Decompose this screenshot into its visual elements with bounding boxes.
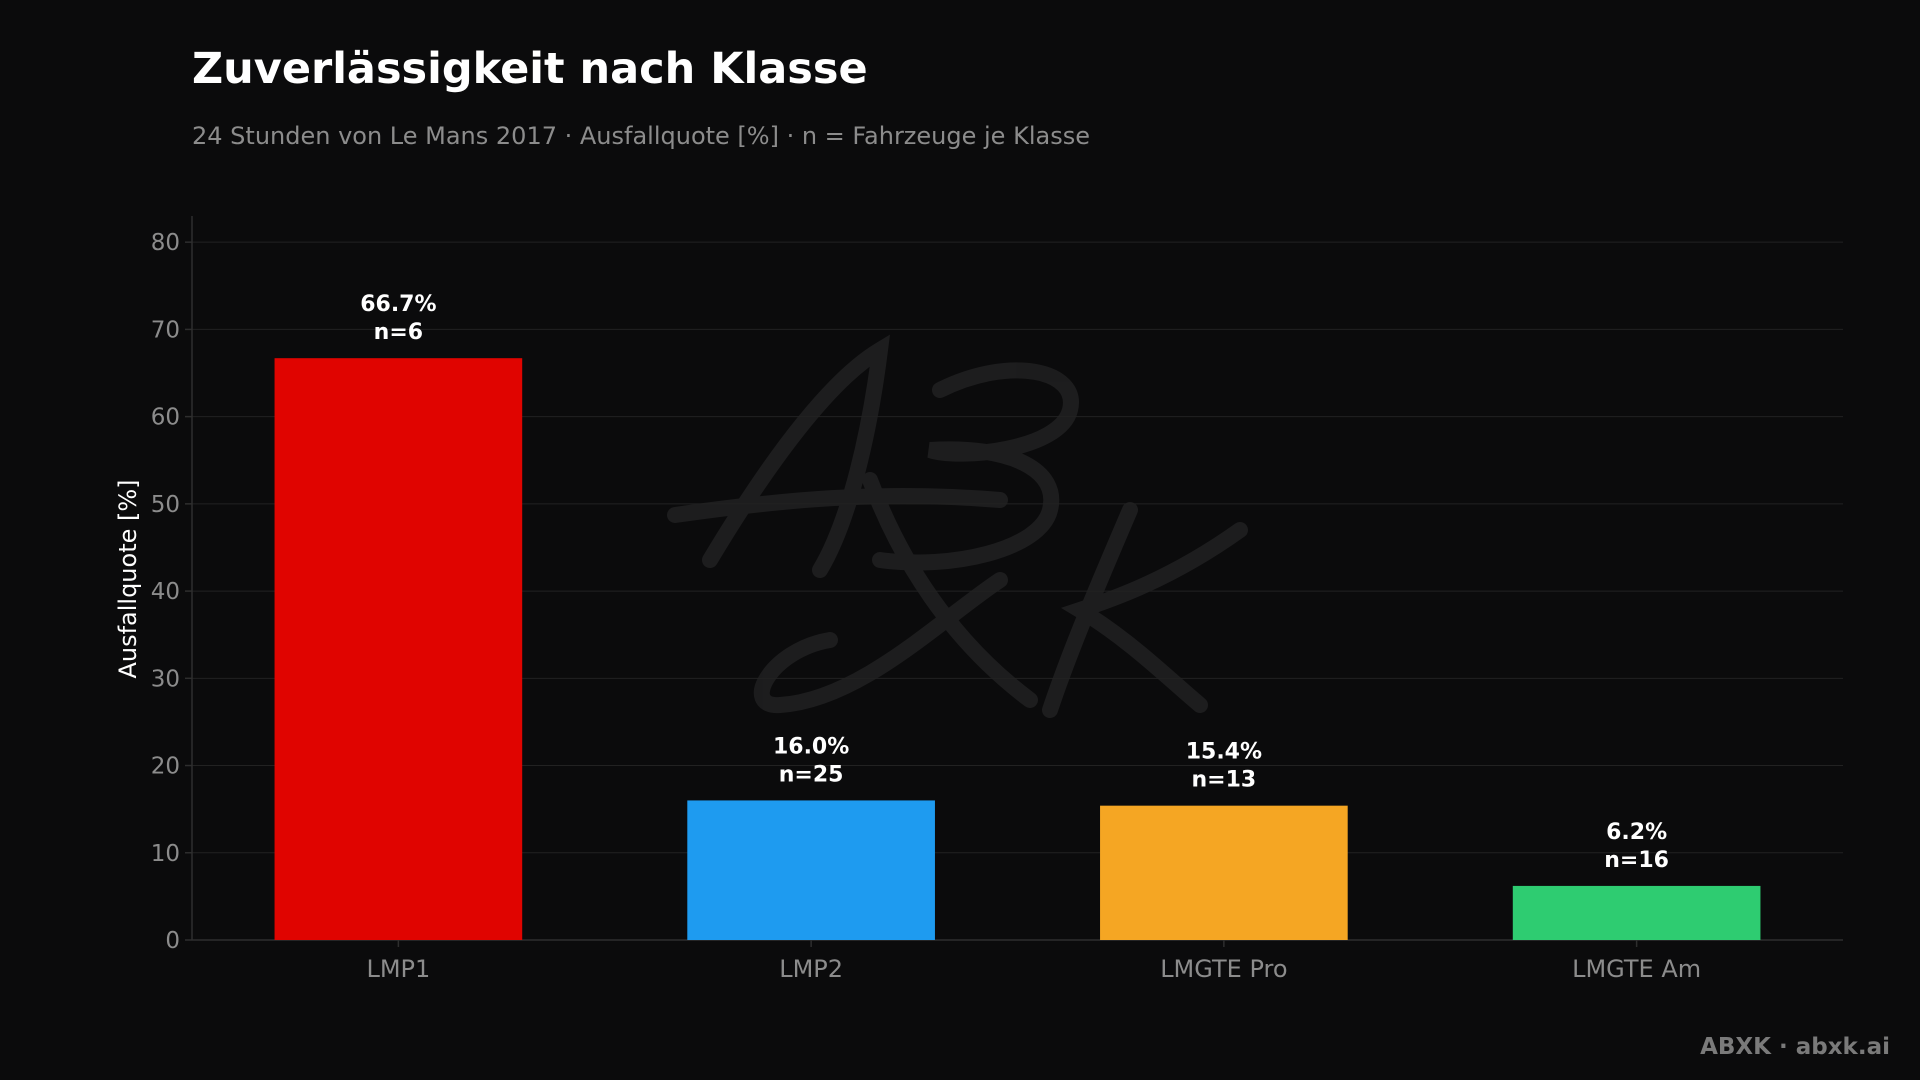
bar-lmp1 (274, 358, 523, 941)
bars (274, 358, 1761, 941)
y-tick-label: 40 (151, 579, 180, 605)
n-label: n=13 (1192, 768, 1257, 793)
bar-lmp2 (687, 800, 935, 940)
chart-title: Zuverlässigkeit nach Klasse (192, 44, 868, 94)
n-label: n=6 (374, 320, 423, 345)
y-axis-label: Ausfallquote [%] (114, 479, 142, 678)
y-tick-label: 50 (151, 492, 180, 518)
value-label: 6.2% (1606, 820, 1667, 845)
abxk-watermark-logo (667, 334, 1248, 718)
y-tick-label: 0 (165, 928, 180, 954)
x-tick-label: LMGTE Pro (1160, 955, 1287, 983)
n-label: n=25 (779, 762, 844, 787)
x-tick-label: LMGTE Am (1572, 955, 1701, 983)
value-label: 15.4% (1186, 740, 1262, 765)
x-tick-label: LMP2 (779, 955, 843, 983)
x-tick-label: LMP1 (366, 955, 430, 983)
bar-lmgte-am (1512, 885, 1761, 940)
y-tick-label: 10 (151, 841, 180, 867)
y-tick-label: 20 (151, 754, 180, 780)
y-axis-title: Ausfallquote [%] (114, 479, 142, 678)
n-label: n=16 (1604, 848, 1669, 873)
y-tick-label: 60 (151, 405, 180, 431)
footer-brand: ABXK · abxk.ai (1700, 1034, 1890, 1060)
y-tick-label: 30 (151, 666, 180, 692)
value-label: 16.0% (773, 734, 849, 759)
chart-subtitle: 24 Stunden von Le Mans 2017 · Ausfallquo… (192, 122, 1090, 150)
value-label: 66.7% (360, 292, 436, 317)
y-tick-label: 80 (151, 230, 180, 256)
y-tick-label: 70 (151, 317, 180, 343)
data-labels: 66.7% n=6 16.0% n=25 15.4% n=13 6.2% n=16 (360, 292, 1669, 873)
bar-lmgte-pro (1100, 805, 1348, 940)
